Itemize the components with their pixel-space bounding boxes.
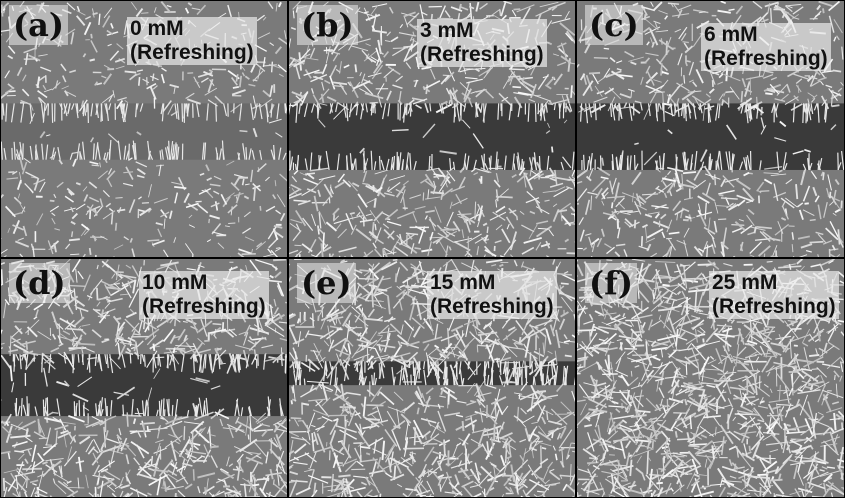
panel-c: (c) 6 mM (Refreshing) xyxy=(576,0,845,258)
panel-label-c: (c) xyxy=(585,5,643,45)
panel-f: (f) 25 mM (Refreshing) xyxy=(576,258,845,498)
concentration-label-a: 0 mM (Refreshing) xyxy=(127,17,257,65)
panel-b: (b) 3 mM (Refreshing) xyxy=(288,0,576,258)
concentration-label-f: 25 mM (Refreshing) xyxy=(709,271,839,319)
panel-label-d: (d) xyxy=(9,263,70,303)
concentration-label-d: 10 mM (Refreshing) xyxy=(139,271,269,319)
concentration-label-e: 15 mM (Refreshing) xyxy=(427,271,557,319)
panel-label-e: (e) xyxy=(297,263,356,303)
panel-label-f: (f) xyxy=(585,263,638,303)
concentration-label-c: 6 mM (Refreshing) xyxy=(701,23,831,71)
panel-label-a: (a) xyxy=(9,5,69,45)
panel-label-b: (b) xyxy=(297,5,358,45)
concentration-label-b: 3 mM (Refreshing) xyxy=(417,19,547,67)
panel-e: (e) 15 mM (Refreshing) xyxy=(288,258,576,498)
panel-d: (d) 10 mM (Refreshing) xyxy=(0,258,288,498)
panel-a: (a) 0 mM (Refreshing) xyxy=(0,0,288,258)
